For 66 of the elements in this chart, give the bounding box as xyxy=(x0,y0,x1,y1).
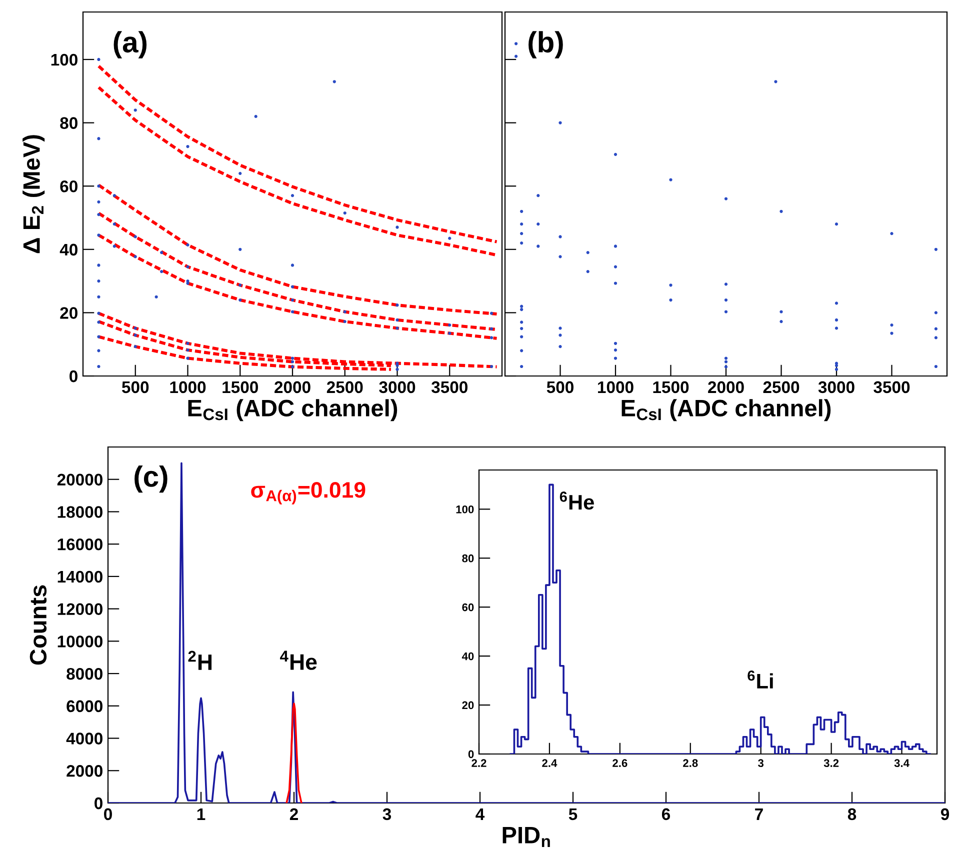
y-tick-label: 18000 xyxy=(58,506,102,518)
annotation: $^{6}$Li xyxy=(748,670,773,688)
x-tick-label: 3500 xyxy=(874,381,910,394)
y-axis-title: Δ E$_{2}$ (MeV) xyxy=(22,135,45,254)
y-tick-label: 20000 xyxy=(57,474,102,486)
x-tick-label: 2500 xyxy=(326,381,363,394)
annotation: $^{2}$H xyxy=(188,650,212,670)
y-tick-label: 0 xyxy=(468,750,474,758)
y-tick-label: 20 xyxy=(462,701,474,710)
x-tick-label: 1 xyxy=(197,808,206,820)
x-tick-label: 1000 xyxy=(598,381,634,394)
x-tick-label: 3 xyxy=(382,808,392,820)
y-tick-label: 100 xyxy=(456,505,474,514)
y-tick-label: 80 xyxy=(462,554,474,562)
y-tick-label: 80 xyxy=(60,117,78,129)
annotation: (c) xyxy=(134,465,168,493)
x-tick-label: 3000 xyxy=(379,381,416,394)
annotation: (a) xyxy=(114,31,147,58)
x-tick-label: 5 xyxy=(568,808,578,820)
annotation: σ$_{A(α)}$=0.019 xyxy=(251,482,366,504)
y-tick-label: 16000 xyxy=(58,538,102,550)
x-tick-label: 4 xyxy=(476,808,485,820)
y-tick-label: 60 xyxy=(60,180,78,192)
x-tick-label: 3.2 xyxy=(824,759,839,768)
y-tick-label: 0 xyxy=(94,797,102,810)
y-tick-label: 40 xyxy=(462,652,474,660)
x-tick-label: 9 xyxy=(940,808,950,820)
annotation: (b) xyxy=(528,31,563,58)
annotation: $^{4}$He xyxy=(280,650,317,670)
x-tick-label: 3000 xyxy=(818,381,854,394)
x-axis-title: E$_{CsI}$ (ADC channel) xyxy=(622,399,831,422)
x-axis-title: E$_{CsI}$ (ADC channel) xyxy=(188,399,398,422)
x-tick-label: 2.2 xyxy=(472,759,486,767)
x-tick-label: 3.4 xyxy=(894,759,910,768)
x-tick-label: 2.6 xyxy=(612,759,628,768)
x-tick-label: 1000 xyxy=(170,381,206,394)
y-tick-label: 20 xyxy=(60,307,78,319)
annotation: $^{6}$He xyxy=(560,492,594,510)
x-tick-label: 2.8 xyxy=(683,759,698,768)
x-tick-label: 2000 xyxy=(708,381,744,394)
x-tick-label: 1500 xyxy=(222,381,258,394)
x-tick-label: 500 xyxy=(122,381,149,394)
y-tick-label: 60 xyxy=(462,603,474,612)
x-tick-label: 6 xyxy=(662,808,670,820)
x-tick-label: 7 xyxy=(755,808,763,820)
y-axis-title: Counts xyxy=(30,585,47,665)
x-axis-title: PID$_{n}$ xyxy=(502,826,550,847)
x-tick-label: 1500 xyxy=(653,381,689,394)
y-tick-label: 40 xyxy=(60,244,78,256)
x-tick-label: 3500 xyxy=(431,381,468,394)
y-tick-label: 14000 xyxy=(58,570,102,583)
y-tick-label: 6000 xyxy=(66,700,102,712)
y-tick-label: 12000 xyxy=(58,603,102,616)
x-tick-label: 2.4 xyxy=(542,759,558,767)
x-tick-label: 500 xyxy=(546,381,574,394)
x-tick-label: 2000 xyxy=(274,381,310,394)
y-tick-label: 10000 xyxy=(58,636,102,648)
x-tick-label: 8 xyxy=(848,808,856,820)
y-tick-label: 4000 xyxy=(66,732,102,744)
y-tick-label: 100 xyxy=(51,54,78,66)
y-tick-label: 0 xyxy=(70,370,78,382)
x-tick-label: 0 xyxy=(104,808,112,820)
x-tick-label: 2 xyxy=(290,808,298,820)
y-tick-label: 8000 xyxy=(66,668,102,680)
x-tick-label: 3 xyxy=(758,759,764,768)
x-tick-label: 2500 xyxy=(763,381,800,394)
